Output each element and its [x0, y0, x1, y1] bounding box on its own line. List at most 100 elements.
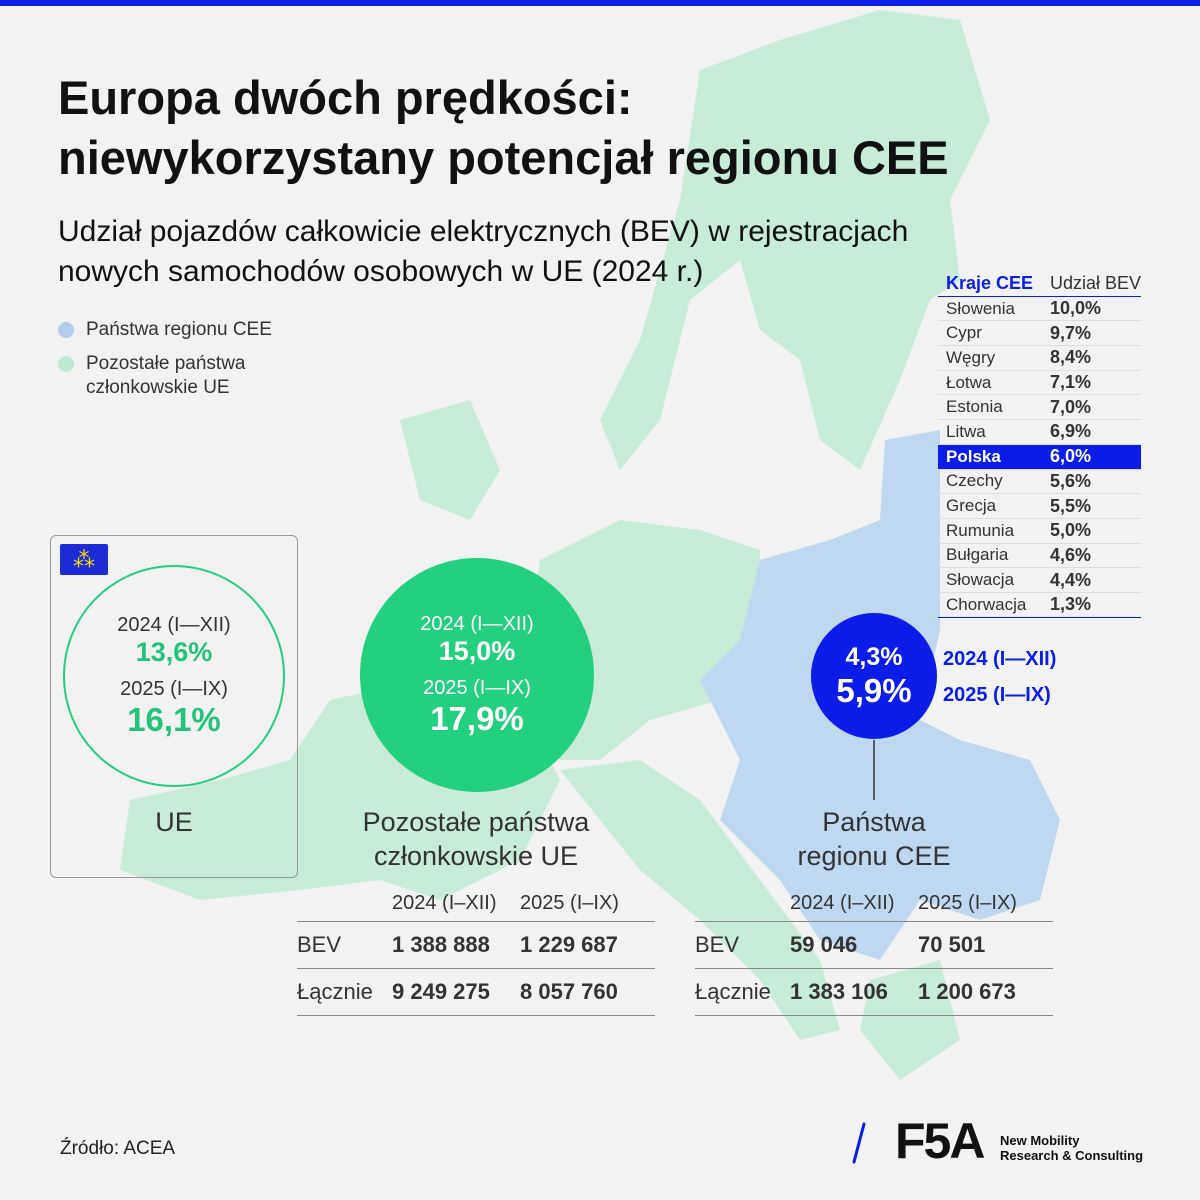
legend-label-line: członkowskie UE: [86, 377, 230, 398]
table-row: Rumunia 5,0%: [938, 519, 1141, 544]
row-label: Łącznie: [695, 979, 771, 1004]
bev-share: 5,5%: [1050, 495, 1092, 516]
table-row: BEV 59 046 70 501: [695, 922, 1053, 969]
legend-swatch-cee: [58, 322, 74, 338]
row-label: BEV: [695, 932, 740, 957]
subtitle: Udział pojazdów całkowicie elektrycznych…: [58, 212, 908, 292]
table-header: Kraje CEE Udział BEV: [938, 272, 1141, 297]
other-2024-label: 2024 (I—XII): [420, 612, 534, 635]
cee-circle: 4,3% 5,9%: [811, 613, 937, 739]
top-accent-bar: [0, 0, 1200, 6]
legend: Państwa regionu CEE Pozostałe państwa czł…: [58, 318, 272, 410]
other-title-line: członkowskie UE: [373, 841, 579, 871]
cell: 8 057 760: [520, 979, 618, 1004]
country-name: Estonia: [946, 397, 1003, 417]
legend-swatch-other: [58, 356, 74, 372]
title-line-1: Europa dwóch prędkości:: [58, 71, 633, 124]
cee-2025-label: 2025 (I—IX): [943, 684, 1051, 706]
column-header: Udział BEV: [1049, 273, 1142, 294]
cell: 59 046: [790, 932, 858, 957]
table-row: Czechy 5,6%: [938, 470, 1141, 495]
row-label: Łącznie: [297, 979, 373, 1004]
bev-share: 7,1%: [1050, 372, 1092, 393]
other-2025-label: 2025 (I—IX): [423, 676, 531, 699]
logo-slash-icon: [852, 1122, 866, 1164]
column-header: 2025 (I–IX): [520, 892, 619, 914]
cell: 1 388 888: [392, 932, 490, 957]
row-label: BEV: [297, 932, 342, 957]
eu-2025-label: 2025 (I—IX): [120, 677, 228, 700]
cee-2024-label: 2024 (I—XII): [943, 648, 1057, 670]
table-header: 2024 (I–XII) 2025 (I–IX): [695, 886, 1053, 922]
source-note: Źródło: ACEA: [60, 1138, 176, 1159]
table-row: Polska 6,0%: [938, 444, 1141, 470]
country-name: Węgry: [946, 347, 996, 367]
table-row: Litwa 6,9%: [938, 420, 1141, 445]
subtitle-line-2: nowych samochodów osobowych w UE (2024 r…: [58, 255, 704, 288]
table-row: Łącznie 9 249 275 8 057 760: [297, 969, 655, 1016]
legend-item-other: Pozostałe państwa członkowskie UE: [58, 352, 272, 400]
eu-2025-value: 16,1%: [127, 700, 221, 738]
bev-share: 1,3%: [1050, 594, 1092, 615]
cee-2025-value: 5,9%: [836, 671, 912, 709]
country-name: Bułgaria: [946, 545, 1009, 565]
cell: 1 200 673: [918, 979, 1016, 1004]
bev-share: 9,7%: [1050, 322, 1092, 343]
logo-tagline-line: Research & Consulting: [1000, 1148, 1144, 1163]
cee-title-line: regionu CEE: [797, 841, 951, 871]
legend-label: Pozostałe państwa członkowskie UE: [86, 352, 246, 400]
other-2025-value: 17,9%: [430, 699, 524, 737]
table-row: Chorwacja 1,3%: [938, 593, 1141, 618]
column-header: Kraje CEE: [946, 273, 1034, 294]
bev-share: 4,6%: [1050, 544, 1092, 565]
bev-share: 5,6%: [1050, 470, 1092, 491]
country-name: Rumunia: [946, 520, 1015, 540]
table-row: Łącznie 1 383 106 1 200 673: [695, 969, 1053, 1016]
column-header: 2024 (I–XII): [392, 892, 497, 914]
other-title-line: Pozostałe państwa: [362, 807, 590, 837]
country-name: Polska: [946, 446, 1001, 466]
title-line-2: niewykorzystany potencjał regionu CEE: [58, 131, 949, 184]
cee-2024-value: 4,3%: [845, 642, 903, 671]
table-row: Cypr 9,7%: [938, 321, 1141, 347]
table-row: Estonia 7,0%: [938, 395, 1141, 421]
bev-share: 6,0%: [1050, 446, 1092, 467]
other-eu-table: 2024 (I–XII) 2025 (I–IX) BEV 1 388 888 1 22…: [297, 886, 655, 1016]
table-row: Bułgaria 4,6%: [938, 544, 1141, 569]
country-name: Litwa: [946, 421, 986, 441]
bev-share: 4,4%: [1050, 569, 1092, 590]
logo-tagline-line: New Mobility: [1000, 1133, 1080, 1148]
other-eu-countries: [120, 10, 990, 1080]
page-title: Europa dwóch prędkości: niewykorzystany …: [58, 68, 949, 188]
country-name: Słowacja: [946, 570, 1015, 590]
table-row: Grecja 5,5%: [938, 494, 1141, 519]
table-row: Węgry 8,4%: [938, 346, 1141, 371]
legend-label: Państwa regionu CEE: [86, 319, 272, 340]
cell: 1 229 687: [520, 932, 618, 957]
eu-label: UE: [155, 807, 193, 837]
bev-share: 7,0%: [1050, 396, 1092, 417]
country-name: Czechy: [946, 471, 1003, 491]
table-row: Słowacja 4,4%: [938, 568, 1141, 593]
other-eu-title: Pozostałe państwa członkowskie UE: [320, 805, 632, 873]
column-header: 2025 (I–IX): [918, 892, 1017, 914]
other-2024-value: 15,0%: [438, 635, 516, 666]
cell: 1 383 106: [790, 979, 888, 1004]
country-name: Łotwa: [946, 372, 992, 392]
bev-share: 10,0%: [1050, 298, 1102, 319]
country-name: Grecja: [946, 496, 997, 516]
table-row: BEV 1 388 888 1 229 687: [297, 922, 655, 969]
other-eu-circle: 2024 (I—XII) 15,0% 2025 (I—IX) 17,9%: [360, 558, 594, 792]
table-header: 2024 (I–XII) 2025 (I–IX): [297, 886, 655, 922]
eu-2024-value: 13,6%: [135, 636, 213, 667]
eu-box: [50, 535, 298, 878]
cell: 70 501: [918, 932, 986, 957]
cell: 9 249 275: [392, 979, 490, 1004]
subtitle-line-1: Udział pojazdów całkowicie elektrycznych…: [58, 215, 909, 248]
bev-share: 8,4%: [1050, 347, 1092, 368]
eu-flag-icon: ⁂: [60, 544, 108, 575]
cee-title-line: Państwa: [822, 807, 926, 837]
country-name: Słowenia: [946, 298, 1015, 318]
legend-label-line: Pozostałe państwa: [86, 353, 246, 374]
legend-item-cee: Państwa regionu CEE: [58, 318, 272, 342]
